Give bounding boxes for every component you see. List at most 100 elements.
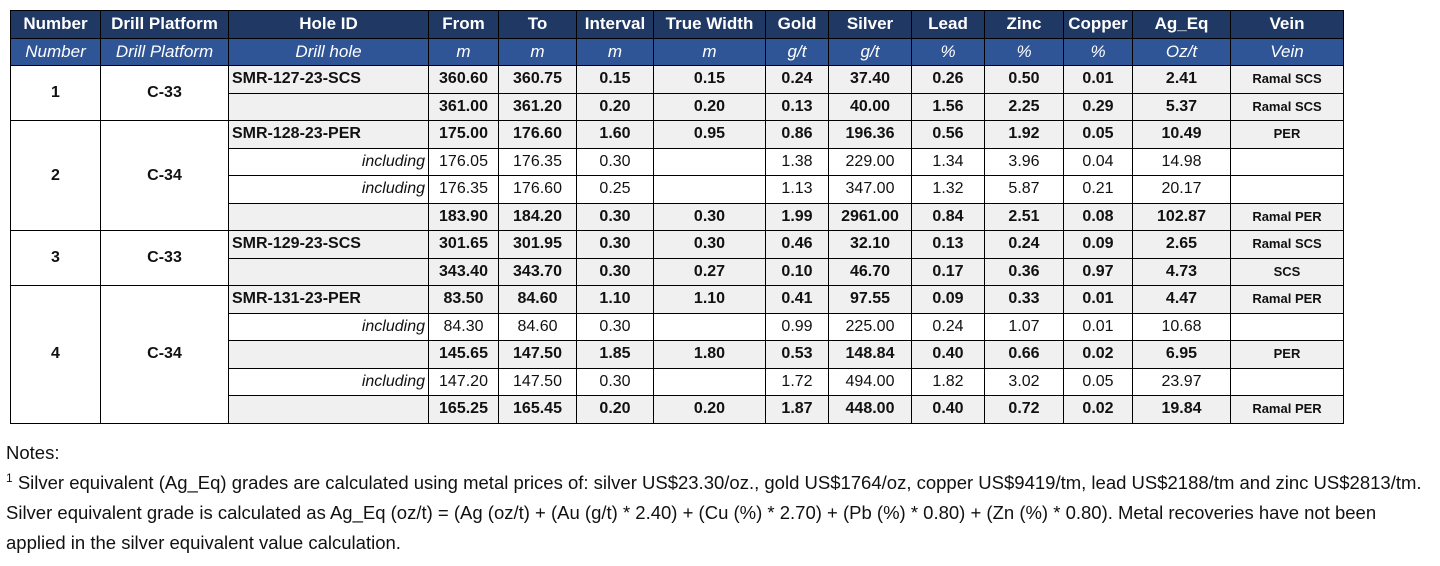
cell-from: 343.40	[428, 257, 499, 286]
cell-vein	[1230, 312, 1344, 341]
cell-true-width	[653, 367, 766, 396]
cell-lead: 1.56	[911, 92, 985, 121]
cell-silver: 37.40	[828, 65, 912, 94]
cell-interval: 0.15	[576, 65, 654, 94]
column-header: Drill Platform	[100, 10, 229, 39]
header-row: Number Drill Platform Hole ID From To Interva…	[10, 10, 1344, 39]
hole-id	[228, 340, 429, 369]
cell-to: 176.60	[498, 175, 577, 204]
cell-silver: 196.36	[828, 120, 912, 149]
cell-interval: 1.10	[576, 285, 654, 314]
table-row: 183.90 184.20 0.30 0.30 1.99 2961.00 0.84 2.51 0…	[11, 202, 1344, 231]
cell-zinc: 1.92	[984, 120, 1064, 149]
cell-true-width: 0.20	[653, 395, 766, 424]
cell-true-width: 0.95	[653, 120, 766, 149]
drill-platform: C-34	[100, 285, 229, 424]
cell-lead: 0.09	[911, 285, 985, 314]
cell-to: 84.60	[498, 285, 577, 314]
cell-from: 165.25	[428, 395, 499, 424]
cell-zinc: 3.02	[984, 367, 1064, 396]
group-number: 1	[10, 65, 101, 121]
cell-ag-eq: 19.84	[1132, 395, 1231, 424]
cell-ag-eq: 2.65	[1132, 230, 1231, 259]
cell-copper: 0.05	[1063, 367, 1133, 396]
drill-results-table: Number Drill Platform Hole ID From To Interva…	[10, 10, 1344, 424]
column-unit: g/t	[828, 37, 912, 66]
cell-ag-eq: 6.95	[1132, 340, 1231, 369]
table-row: including 84.30 84.60 0.30 0.99 225.00 0.24 1.0…	[11, 312, 1344, 341]
cell-true-width	[653, 175, 766, 204]
cell-to: 360.75	[498, 65, 577, 94]
cell-true-width: 1.10	[653, 285, 766, 314]
cell-silver: 46.70	[828, 257, 912, 286]
cell-copper: 0.01	[1063, 65, 1133, 94]
cell-to: 147.50	[498, 340, 577, 369]
cell-from: 176.05	[428, 147, 499, 176]
cell-silver: 229.00	[828, 147, 912, 176]
cell-lead: 0.13	[911, 230, 985, 259]
cell-interval: 0.30	[576, 257, 654, 286]
column-header: Interval	[576, 10, 654, 39]
cell-copper: 0.01	[1063, 312, 1133, 341]
table-row: including 176.05 176.35 0.30 1.38 229.00 1.34 3…	[11, 147, 1344, 176]
units-row: Number Drill Platform Drill hole m m m m g/t g/t…	[10, 37, 1344, 66]
cell-from: 361.00	[428, 92, 499, 121]
cell-copper: 0.09	[1063, 230, 1133, 259]
cell-zinc: 2.51	[984, 202, 1064, 231]
cell-gold: 0.86	[765, 120, 829, 149]
column-header: Lead	[911, 10, 985, 39]
cell-ag-eq: 23.97	[1132, 367, 1231, 396]
drill-platform: C-33	[100, 65, 229, 121]
cell-vein: Ramal PER	[1230, 395, 1344, 424]
group-number: 2	[10, 120, 101, 231]
cell-true-width: 0.20	[653, 92, 766, 121]
hole-id: including	[228, 367, 429, 396]
table-row: 361.00 361.20 0.20 0.20 0.13 40.00 1.56 2.25 0.2…	[11, 92, 1344, 121]
cell-true-width: 0.30	[653, 202, 766, 231]
cell-from: 84.30	[428, 312, 499, 341]
cell-gold: 1.87	[765, 395, 829, 424]
cell-lead: 0.56	[911, 120, 985, 149]
footnote-text: Silver equivalent (Ag_Eq) grades are cal…	[6, 472, 1422, 553]
cell-zinc: 0.72	[984, 395, 1064, 424]
column-header: Zinc	[984, 10, 1064, 39]
cell-copper: 0.05	[1063, 120, 1133, 149]
cell-zinc: 0.66	[984, 340, 1064, 369]
cell-vein: Ramal SCS	[1230, 92, 1344, 121]
column-header: True Width	[653, 10, 766, 39]
cell-interval: 0.30	[576, 312, 654, 341]
cell-from: 183.90	[428, 202, 499, 231]
cell-to: 147.50	[498, 367, 577, 396]
cell-interval: 0.30	[576, 202, 654, 231]
table-body: 1 C-33 SMR-127-23-SCS 360.60 360.75 0.15 0.15 0…	[10, 65, 1344, 424]
column-unit: %	[984, 37, 1064, 66]
cell-true-width	[653, 312, 766, 341]
cell-interval: 0.30	[576, 147, 654, 176]
cell-gold: 1.38	[765, 147, 829, 176]
column-header: Hole ID	[228, 10, 429, 39]
column-header: Silver	[828, 10, 912, 39]
cell-vein: Ramal PER	[1230, 285, 1344, 314]
cell-gold: 1.13	[765, 175, 829, 204]
drill-platform: C-33	[100, 230, 229, 286]
hole-id: SMR-131-23-PER	[228, 285, 429, 314]
column-unit: %	[911, 37, 985, 66]
cell-from: 147.20	[428, 367, 499, 396]
hole-id: including	[228, 147, 429, 176]
column-unit: Drill hole	[228, 37, 429, 66]
cell-from: 360.60	[428, 65, 499, 94]
cell-to: 176.35	[498, 147, 577, 176]
column-unit: Vein	[1230, 37, 1344, 66]
column-unit: Number	[10, 37, 101, 66]
cell-lead: 1.82	[911, 367, 985, 396]
cell-vein: Ramal SCS	[1230, 65, 1344, 94]
column-unit: Drill Platform	[100, 37, 229, 66]
cell-silver: 347.00	[828, 175, 912, 204]
cell-ag-eq: 4.47	[1132, 285, 1231, 314]
cell-to: 84.60	[498, 312, 577, 341]
column-header: Vein	[1230, 10, 1344, 39]
hole-id	[228, 395, 429, 424]
hole-id: SMR-128-23-PER	[228, 120, 429, 149]
cell-interval: 1.85	[576, 340, 654, 369]
table-row: including 147.20 147.50 0.30 1.72 494.00 1.82 3…	[11, 367, 1344, 396]
